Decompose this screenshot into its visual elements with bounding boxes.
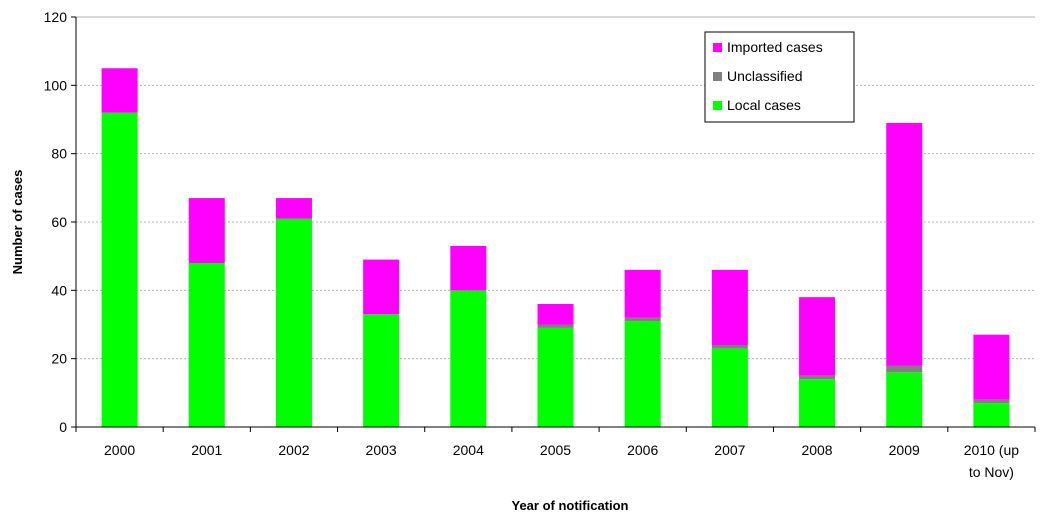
x-tick-label: 2001 [191,442,222,458]
x-tick-labels: 2000 2001 2002 2003 2004 2005 2006 2007 2008 2009… [75,427,1036,480]
bar-imported-cases [886,122,923,366]
y-tick-label: 120 [44,9,68,25]
bar-unclassified [973,399,1010,404]
y-tick-label: 100 [44,77,68,93]
bar-imported-cases [450,245,487,291]
legend: Imported cases Unclassified Local cases [704,31,855,123]
bar-local-cases [363,314,400,427]
bar-imported-cases [363,259,400,315]
bar-local-cases [537,327,574,427]
bar-imported-cases [711,269,748,345]
gridlines [76,16,1035,360]
y-tick-label: 40 [51,282,67,298]
x-tick-label: 2003 [366,442,397,458]
x-axis-title: Year of notification [511,498,628,513]
legend-swatch [713,43,722,52]
x-tick-label: 2008 [801,442,832,458]
bar-local-cases [886,372,923,427]
y-tick-label: 80 [51,146,67,162]
bars [101,68,1010,428]
bar-local-cases [711,348,748,427]
y-axis-title: Number of cases [10,170,25,275]
bar-local-cases [450,290,487,427]
bar-imported-cases [101,68,138,113]
x-tick-label: 2005 [540,442,571,458]
bar-local-cases [799,379,836,427]
legend-label: Imported cases [727,39,823,55]
legend-label: Local cases [727,97,801,113]
y-tick-label: 20 [51,351,67,367]
bar-unclassified [886,365,923,373]
y-tick-label: 0 [59,419,67,435]
x-tick-label: 2002 [278,442,309,458]
bar-local-cases [973,403,1010,427]
bar-imported-cases [624,269,661,318]
bar-local-cases [275,218,312,427]
legend-label: Unclassified [727,68,802,84]
legend-box [704,31,855,123]
bar-local-cases [624,321,661,427]
bar-local-cases [188,263,225,427]
bar-local-cases [101,112,138,428]
bar-unclassified [624,317,661,322]
x-tick-label: 2006 [627,442,658,458]
bar-imported-cases [799,297,836,376]
legend-swatch [713,72,722,81]
x-tick-label: 2004 [453,442,484,458]
bar-unclassified [537,324,574,328]
x-tick-label: 2009 [889,442,920,458]
x-tick-label: 2007 [714,442,745,458]
y-tick-label: 60 [51,214,67,230]
bar-unclassified [711,345,748,349]
bar-imported-cases [188,198,225,263]
x-tick-label: 2010 (up [964,442,1019,458]
x-tick-label: to Nov) [969,464,1014,480]
bar-unclassified [799,375,836,380]
y-tick-labels: 0 20 40 60 80 100 120 [44,9,76,435]
bar-imported-cases [973,334,1010,400]
bar-imported-cases [275,198,312,219]
bar-imported-cases [537,304,574,325]
x-tick-label: 2000 [104,442,135,458]
legend-swatch [713,101,722,110]
